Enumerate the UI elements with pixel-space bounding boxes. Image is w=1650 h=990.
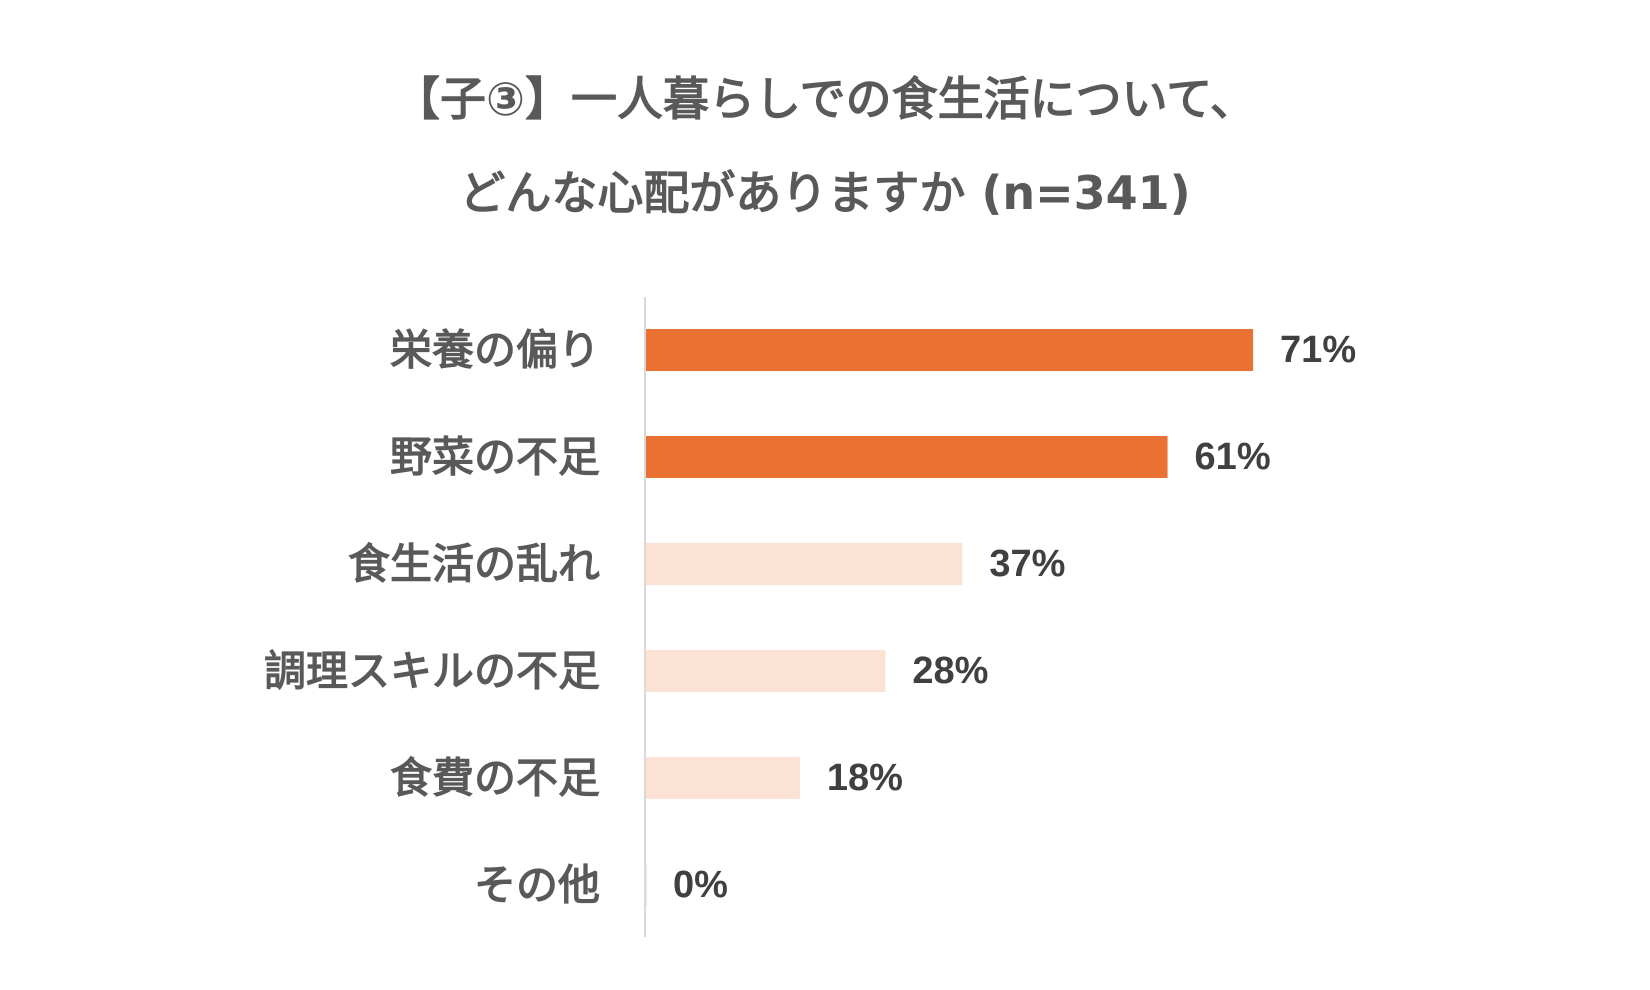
category-label-4: 調理スキルの不足	[264, 647, 600, 696]
bar-1	[646, 329, 1254, 371]
data-label-5: 18%	[827, 757, 903, 799]
category-label-5: 食費の不足	[390, 754, 600, 803]
chart-title-line-2: どんな心配がありますか (n=341)	[459, 166, 1191, 220]
data-label-6: 0%	[673, 864, 728, 906]
data-label-3: 37%	[989, 543, 1065, 585]
chart-title: 【子③】一人暮らしでの食生活について、 どんな心配がありますか (n=341)	[0, 52, 1650, 240]
category-label-3: 食生活の乱れ	[348, 540, 600, 589]
bar-5	[646, 757, 800, 799]
bar-4	[646, 650, 886, 692]
category-label-6: その他	[474, 861, 600, 910]
bar-3	[646, 543, 963, 585]
chart-title-line-1: 【子③】一人暮らしでの食生活について、	[394, 72, 1256, 126]
bar-6	[646, 864, 647, 906]
data-label-1: 71%	[1280, 329, 1356, 371]
category-label-2: 野菜の不足	[390, 433, 600, 482]
category-label-1: 栄養の偏り	[390, 326, 600, 375]
data-label-2: 61%	[1195, 436, 1271, 478]
data-label-4: 28%	[912, 650, 988, 692]
bar-2	[646, 436, 1168, 478]
